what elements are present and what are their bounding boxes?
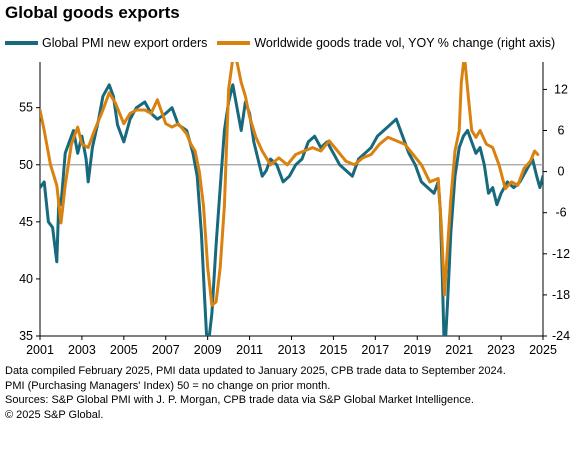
y-left-tick-label: 35 xyxy=(19,329,33,343)
y-left-tick-label: 45 xyxy=(19,215,33,229)
legend-swatch-pmi xyxy=(5,41,38,45)
footnotes: Data compiled February 2025, PMI data up… xyxy=(5,364,506,422)
y-right-tick-label: -12 xyxy=(552,247,570,261)
x-tick-label: 2001 xyxy=(26,343,54,357)
x-tick-label: 2017 xyxy=(361,343,389,357)
legend: Global PMI new export orders Worldwide g… xyxy=(5,36,565,50)
y-right-tick-label: 6 xyxy=(558,124,565,138)
legend-item-trade: Worldwide goods trade vol, YOY % change … xyxy=(217,36,555,50)
x-tick-label: 2003 xyxy=(68,343,96,357)
x-tick-label: 2009 xyxy=(194,343,222,357)
y-right-tick-label: 12 xyxy=(554,82,568,96)
x-tick-label: 2011 xyxy=(236,343,263,357)
y-right-tick-label: -24 xyxy=(552,329,570,343)
y-left-tick-label: 50 xyxy=(19,158,33,172)
x-tick-label: 2007 xyxy=(152,343,180,357)
x-tick-label: 2019 xyxy=(403,343,431,357)
series-line-pmi xyxy=(40,83,543,336)
legend-swatch-trade xyxy=(217,41,251,45)
y-left-tick-label: 40 xyxy=(19,272,33,286)
y-right-tick-label: -18 xyxy=(552,288,570,302)
footnote-pmi-definition: PMI (Purchasing Managers' Index) 50 = no… xyxy=(5,379,331,392)
series-line-trade xyxy=(40,62,540,307)
legend-label-pmi: Global PMI new export orders xyxy=(42,36,208,50)
footnote-copyright: © 2025 S&P Global. xyxy=(5,408,104,421)
x-tick-label: 2013 xyxy=(278,343,306,357)
y-right-tick-label: 0 xyxy=(558,165,565,179)
legend-item-pmi: Global PMI new export orders xyxy=(5,36,207,50)
x-tick-label: 2005 xyxy=(110,343,138,357)
x-tick-label: 2023 xyxy=(487,343,515,357)
footnote-sources: Sources: S&P Global PMI with J. P. Morga… xyxy=(5,394,474,406)
y-left-tick-label: 55 xyxy=(19,101,33,115)
x-tick-label: 2021 xyxy=(445,343,473,357)
x-tick-label: 2015 xyxy=(320,343,348,357)
chart-title: Global goods exports xyxy=(5,3,180,22)
legend-label-trade: Worldwide goods trade vol, YOY % change … xyxy=(254,36,556,50)
footnote-compiled: Data compiled February 2025, PMI data up… xyxy=(5,365,506,377)
y-right-tick-label: -6 xyxy=(555,206,566,220)
x-tick-label: 2025 xyxy=(529,343,557,357)
